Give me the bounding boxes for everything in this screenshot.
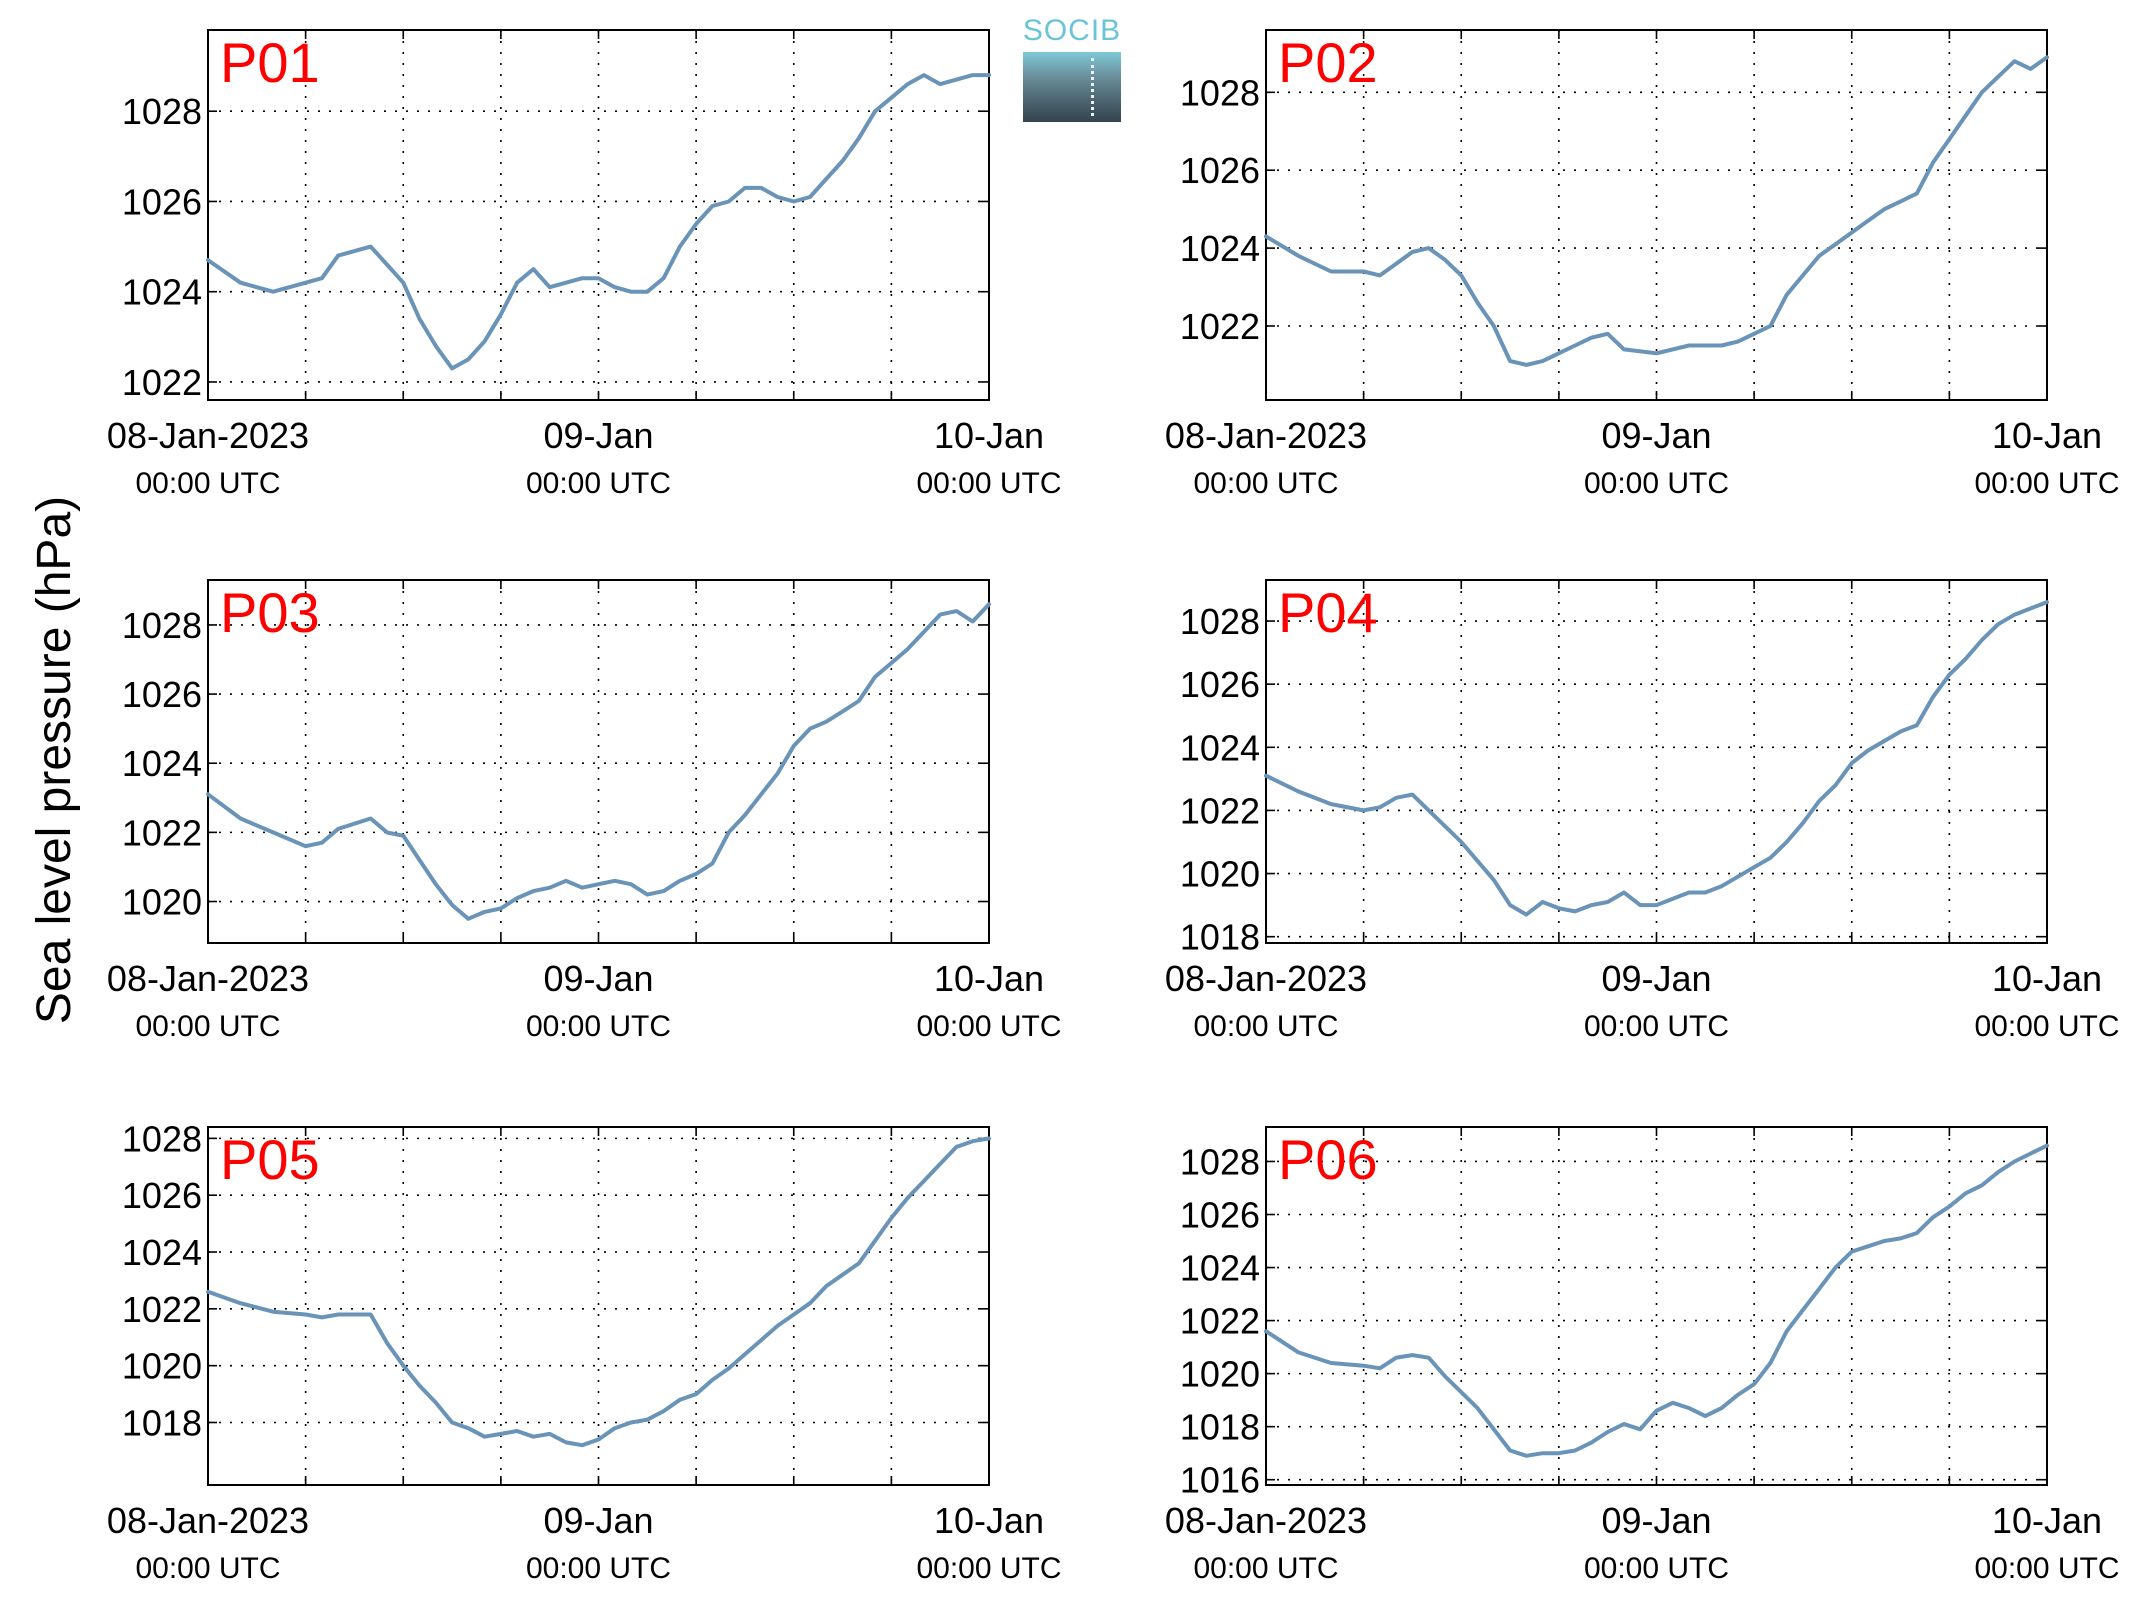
x-tick-label: 10-Jan <box>934 1500 1044 1541</box>
y-axis-label: Sea level pressure (hPa) <box>28 496 81 1024</box>
x-tick-time: 00:00 UTC <box>526 467 671 500</box>
x-tick-time: 00:00 UTC <box>1584 467 1729 500</box>
y-tick-label: 1024 <box>1180 228 1260 269</box>
station-label: P03 <box>220 581 320 644</box>
y-tick-label: 1018 <box>122 1402 202 1443</box>
series-line <box>206 602 991 921</box>
x-tick-time: 00:00 UTC <box>916 1552 1061 1585</box>
y-tick-label: 1028 <box>1180 601 1260 642</box>
logo-graphic <box>1023 52 1121 122</box>
y-tick-label: 1024 <box>1180 727 1260 768</box>
station-label: P06 <box>1278 1128 1378 1191</box>
y-tick-label: 1028 <box>1180 1141 1260 1182</box>
x-tick-time: 00:00 UTC <box>916 1010 1061 1043</box>
y-tick-label: 1026 <box>1180 1195 1260 1236</box>
x-tick-label: 09-Jan <box>1601 958 1711 999</box>
panel-p01: 1022 1024 1026 1028 08-Jan-2023 00:00 UTC 09-J… <box>107 29 1062 500</box>
x-tick-label: 08-Jan-2023 <box>107 1500 309 1541</box>
axes-frame <box>207 579 990 944</box>
y-tick-label: 1028 <box>122 605 202 646</box>
y-tick-label: 1026 <box>1180 150 1260 191</box>
x-tick-label: 10-Jan <box>1992 415 2102 456</box>
y-tick-label: 1024 <box>122 272 202 313</box>
x-tick-time: 00:00 UTC <box>1974 1552 2119 1585</box>
y-tick-label: 1020 <box>122 1346 202 1387</box>
y-tick-label: 1026 <box>122 674 202 715</box>
x-tick-time: 00:00 UTC <box>1974 467 2119 500</box>
y-tick-label: 1024 <box>122 743 202 784</box>
x-tick-label: 08-Jan-2023 <box>1165 958 1367 999</box>
y-tick-label: 1022 <box>122 1289 202 1330</box>
x-tick-label: 09-Jan <box>543 415 653 456</box>
panel-p03: 1020 1022 1024 1026 1028 08-Jan-2023 00:00 UTC… <box>107 579 1062 1043</box>
logo-dots <box>1091 58 1094 116</box>
x-tick-time: 00:00 UTC <box>1193 1010 1338 1043</box>
x-tick-label: 10-Jan <box>1992 958 2102 999</box>
y-tick-label: 1020 <box>1180 1354 1260 1395</box>
series-line <box>206 73 991 371</box>
axes-frame <box>207 1126 990 1486</box>
x-tick-label: 10-Jan <box>934 415 1044 456</box>
station-label: P04 <box>1278 581 1378 644</box>
series-line <box>1264 55 2049 367</box>
panel-p06: 1016 1018 1020 1022 1024 1026 1028 08-Jan-2023 0… <box>1165 1126 2120 1585</box>
y-tick-label: 1022 <box>1180 1301 1260 1342</box>
series-line <box>1264 1143 2049 1458</box>
x-tick-label: 08-Jan-2023 <box>107 958 309 999</box>
x-tick-label: 08-Jan-2023 <box>107 415 309 456</box>
x-tick-time: 00:00 UTC <box>1584 1552 1729 1585</box>
panel-p02: 1022 1024 1026 1028 08-Jan-2023 00:00 UTC 09-J… <box>1165 29 2120 500</box>
panel-p04: 1018 1020 1022 1024 1026 1028 08-Jan-2023 00:00… <box>1165 579 2120 1043</box>
y-tick-label: 1022 <box>1180 790 1260 831</box>
y-tick-label: 1020 <box>122 882 202 923</box>
x-tick-label: 10-Jan <box>1992 1500 2102 1541</box>
x-tick-time: 00:00 UTC <box>135 1010 280 1043</box>
x-tick-time: 00:00 UTC <box>1584 1010 1729 1043</box>
x-tick-time: 00:00 UTC <box>526 1010 671 1043</box>
panels: 1022 1024 1026 1028 08-Jan-2023 00:00 UTC 09-J… <box>107 29 2120 1585</box>
y-tick-label: 1020 <box>1180 854 1260 895</box>
series-line <box>206 1136 991 1448</box>
y-tick-label: 1022 <box>122 812 202 853</box>
x-tick-label: 09-Jan <box>543 958 653 999</box>
x-tick-time: 00:00 UTC <box>526 1552 671 1585</box>
y-tick-label: 1018 <box>1180 1407 1260 1448</box>
x-tick-label: 09-Jan <box>543 1500 653 1541</box>
y-tick-label: 1024 <box>1180 1248 1260 1289</box>
y-tick-label: 1022 <box>122 362 202 403</box>
y-tick-label: 1026 <box>122 181 202 222</box>
y-tick-label: 1026 <box>122 1175 202 1216</box>
x-tick-label: 08-Jan-2023 <box>1165 415 1367 456</box>
x-tick-time: 00:00 UTC <box>916 467 1061 500</box>
x-tick-time: 00:00 UTC <box>1974 1010 2119 1043</box>
y-tick-label: 1026 <box>1180 664 1260 705</box>
panel-p05: 1018 1020 1022 1024 1026 1028 08-Jan-2023 00:00… <box>107 1118 1062 1585</box>
y-tick-label: 1022 <box>1180 306 1260 347</box>
y-tick-label: 1018 <box>1180 917 1260 958</box>
axes-frame <box>1265 29 2048 401</box>
axes-frame <box>1265 1126 2048 1486</box>
axes-frame <box>1265 579 2048 944</box>
y-tick-label: 1016 <box>1180 1460 1260 1501</box>
x-tick-time: 00:00 UTC <box>135 467 280 500</box>
series-line <box>1264 600 2049 917</box>
y-tick-label: 1028 <box>122 91 202 132</box>
x-tick-time: 00:00 UTC <box>135 1552 280 1585</box>
x-tick-time: 00:00 UTC <box>1193 1552 1338 1585</box>
socib-logo: SOCIB <box>1020 14 1124 122</box>
y-tick-label: 1028 <box>122 1118 202 1159</box>
x-tick-time: 00:00 UTC <box>1193 467 1338 500</box>
y-tick-label: 1024 <box>122 1232 202 1273</box>
x-tick-label: 08-Jan-2023 <box>1165 1500 1367 1541</box>
axes-frame <box>207 29 990 401</box>
station-label: P05 <box>220 1128 320 1191</box>
station-label: P02 <box>1278 31 1378 94</box>
y-tick-label: 1028 <box>1180 72 1260 113</box>
x-tick-label: 09-Jan <box>1601 1500 1711 1541</box>
logo-text: SOCIB <box>1022 14 1122 47</box>
x-tick-label: 09-Jan <box>1601 415 1711 456</box>
x-tick-label: 10-Jan <box>934 958 1044 999</box>
station-label: P01 <box>220 31 320 94</box>
